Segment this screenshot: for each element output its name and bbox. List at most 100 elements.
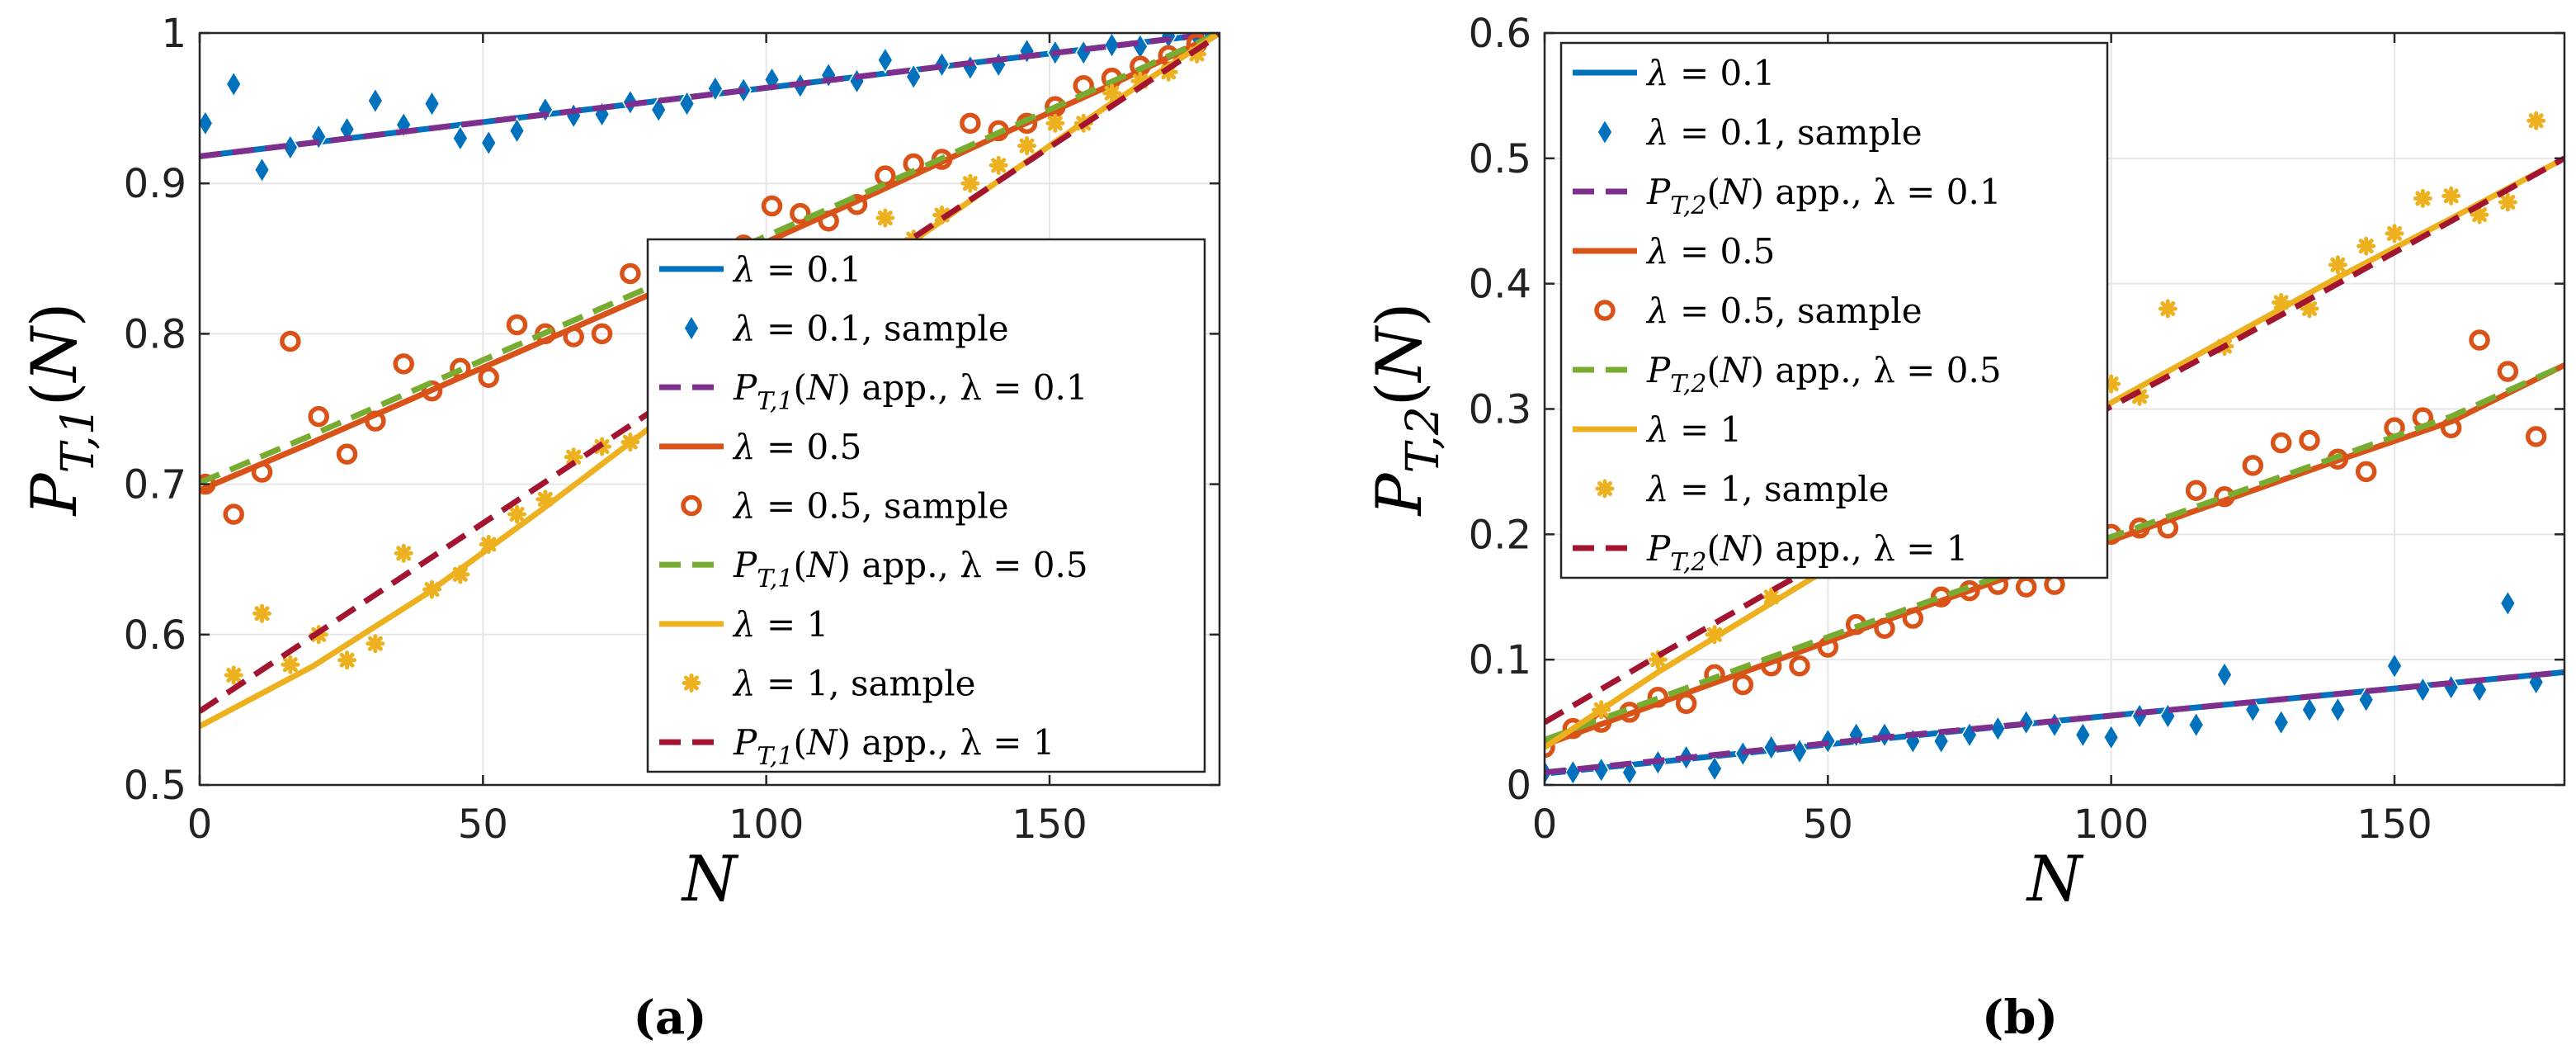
y-axis-label: PT,1(N) [17, 302, 104, 517]
data-point [2526, 111, 2546, 130]
data-point [308, 405, 329, 428]
x-tick-label: 0 [1532, 801, 1558, 848]
series-line-5 [200, 33, 1220, 486]
x-axis-label: N [2026, 842, 2084, 915]
data-point [253, 156, 271, 184]
data-point [563, 326, 584, 347]
data-point [450, 357, 471, 380]
data-point [2357, 686, 2375, 714]
data-point [988, 155, 1008, 175]
data-point [1130, 71, 1150, 91]
x-tick-label: 100 [2074, 801, 2149, 848]
data-point [1102, 83, 1122, 103]
data-point [1762, 733, 1780, 761]
data-point [2470, 205, 2489, 225]
data-point [1017, 136, 1037, 156]
data-point [2216, 660, 2233, 688]
chart-panel-a: 0 50 100 150 0.5 0.6 0.7 0.8 0.9 1 N PT,1(N) λ = 0.1… [17, 11, 1221, 1045]
data-point [365, 410, 386, 432]
y-tick-label: 0.3 [1469, 387, 1531, 433]
legend-swatch-4 [1594, 300, 1616, 321]
y-tick-label: 0.9 [124, 161, 186, 207]
data-point [2074, 721, 2092, 749]
data-point [252, 603, 272, 623]
legend-label-2: PT,1(N) app., λ = 0.1 [733, 367, 1088, 416]
data-point [225, 70, 243, 98]
data-point [223, 503, 244, 525]
data-point [988, 120, 1009, 142]
legend-label-5: PT,1(N) app., λ = 0.5 [733, 545, 1088, 593]
data-point [366, 87, 384, 115]
data-point [2158, 299, 2177, 319]
data-point [394, 543, 413, 563]
data-point [2499, 589, 2517, 617]
legend-label-1: λ = 0.1, sample [732, 309, 1009, 349]
data-point [200, 473, 216, 495]
data-point [2329, 696, 2347, 724]
data-point [1647, 686, 1669, 708]
y-tick-label: 0.6 [124, 612, 186, 659]
legend-label-5: PT,2(N) app., λ = 0.5 [1646, 350, 2002, 399]
data-point [2270, 432, 2292, 454]
data-point [960, 173, 980, 193]
data-point [2498, 192, 2517, 212]
legend-label-3: λ = 0.5 [732, 427, 861, 467]
data-point [366, 634, 385, 654]
data-point [620, 433, 640, 452]
y-tick-label: 0.8 [124, 311, 186, 357]
data-point [564, 447, 583, 467]
data-point [1158, 62, 1178, 82]
x-tick-label: 50 [1803, 801, 1853, 848]
series-line-8 [1545, 155, 2564, 726]
legend-label-1: λ = 0.1, sample [1645, 112, 1923, 153]
legend-label-7: λ = 1, sample [732, 664, 976, 704]
y-tick-label: 0.7 [124, 462, 186, 508]
legend-label-6: λ = 1 [732, 604, 828, 645]
data-point [506, 314, 528, 336]
data-point [251, 461, 273, 483]
data-point [479, 534, 498, 554]
legend-label-8: PT,2(N) app., λ = 1 [1646, 528, 1968, 577]
legend-label-4: λ = 0.5, sample [1645, 291, 1923, 331]
data-point [1103, 33, 1121, 59]
data-point [960, 112, 981, 135]
series-line-2 [1545, 669, 2564, 776]
data-point [508, 116, 526, 144]
data-point [337, 650, 357, 670]
data-point [2328, 255, 2347, 275]
legend-swatch-1 [683, 314, 700, 342]
data-point [650, 96, 668, 124]
data-point [876, 46, 894, 74]
data-point [620, 262, 641, 285]
x-tick-label: 150 [2357, 801, 2432, 848]
data-point [2300, 299, 2319, 319]
y-tick-label: 0.5 [124, 763, 186, 809]
data-point [451, 565, 470, 584]
legend-label-6: λ = 1 [1645, 409, 1742, 450]
panel-caption: (a) [633, 990, 706, 1045]
legend-box [1559, 41, 2109, 579]
data-point [875, 208, 895, 228]
x-tick-label: 100 [729, 801, 804, 848]
data-point [2272, 292, 2291, 312]
legend-label-2: PT,2(N) app., λ = 0.1 [1646, 172, 2002, 220]
data-point [1704, 664, 1725, 686]
data-point [2242, 455, 2264, 476]
data-point [2299, 429, 2320, 451]
y-tick-label: 0 [1506, 763, 1531, 809]
y-tick-label: 0.5 [1469, 136, 1531, 182]
data-point [1762, 587, 1781, 607]
data-point [393, 353, 414, 375]
data-point [818, 210, 839, 232]
x-tick-label: 50 [458, 801, 508, 848]
data-point [1932, 727, 1950, 755]
data-point [2102, 723, 2120, 751]
data-point [2355, 461, 2377, 483]
data-point [2497, 361, 2519, 382]
legend-swatch-7 [1595, 479, 1615, 499]
legend-label-0: λ = 0.1 [732, 249, 861, 290]
legend-label-7: λ = 1, sample [1645, 469, 1890, 509]
legend-swatch-7 [682, 674, 701, 693]
data-point [790, 202, 811, 225]
data-point [2301, 696, 2318, 724]
